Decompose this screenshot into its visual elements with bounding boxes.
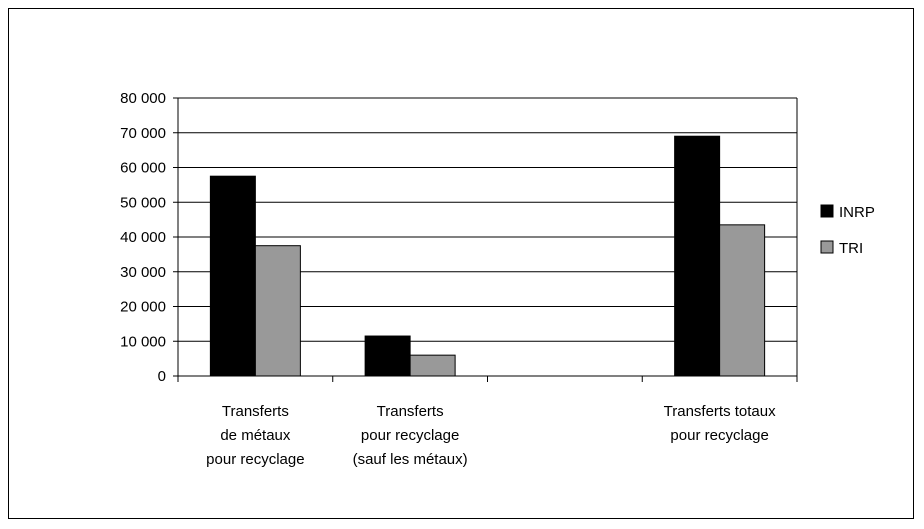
bar-inrp: [364, 335, 411, 377]
bar-tri: [409, 354, 456, 377]
legend-swatch-inrp: [820, 204, 834, 218]
bar-inrp: [209, 175, 256, 377]
y-tick-label: 0: [158, 368, 166, 385]
legend: INRP TRI: [820, 204, 875, 257]
category-label: pour recyclage: [670, 427, 768, 444]
bar-tri: [719, 224, 766, 377]
legend-label-inrp: INRP: [839, 204, 875, 221]
category-label: pour recyclage: [361, 427, 459, 444]
legend-label-tri: TRI: [839, 240, 863, 257]
category-label: Transferts totaux: [664, 403, 776, 420]
y-tick-label: 10 000: [120, 333, 166, 350]
y-tick-label: 40 000: [120, 229, 166, 246]
bars: [209, 135, 766, 377]
y-tick-label: 20 000: [120, 299, 166, 316]
bar-inrp: [674, 135, 721, 377]
y-tick-label: 70 000: [120, 125, 166, 142]
category-label: Transferts: [377, 403, 444, 420]
y-tick-label: 30 000: [120, 264, 166, 281]
y-tick-label: 60 000: [120, 160, 166, 177]
category-label: de métaux: [220, 427, 291, 444]
y-tick-label: 50 000: [120, 194, 166, 211]
legend-swatch-tri: [820, 240, 834, 254]
axes: [173, 97, 798, 382]
category-label: (sauf les métaux): [353, 451, 468, 468]
category-label: Transferts: [222, 403, 289, 420]
x-category-labels: Transferts de métaux pour recyclage Transfe…: [206, 403, 776, 468]
y-tick-labels: 0 10 000 20 000 30 000 40 000 50 000 60 000 70 …: [120, 90, 166, 385]
bar-tri: [254, 245, 301, 377]
category-label: pour recyclage: [206, 451, 304, 468]
y-tick-label: 80 000: [120, 90, 166, 107]
